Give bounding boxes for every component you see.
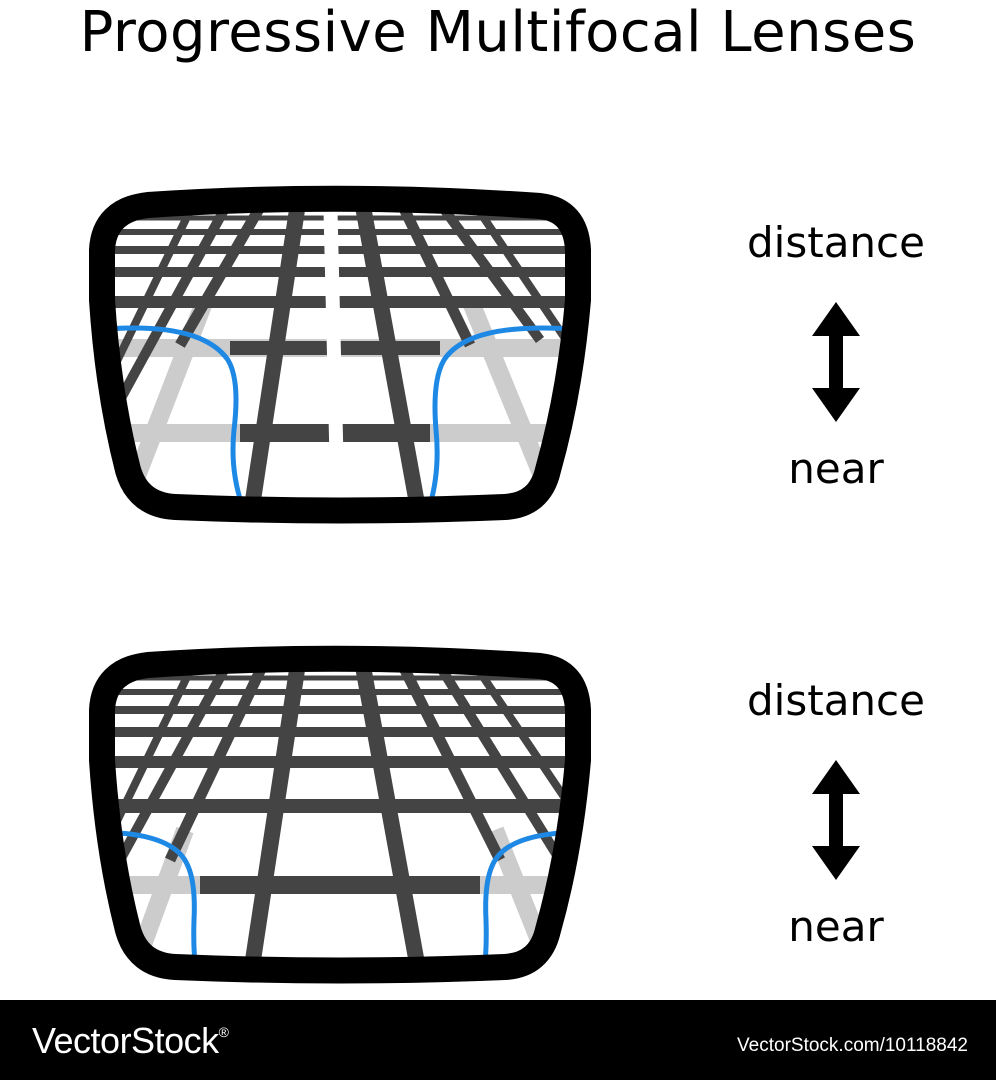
distance-label-top: distance — [747, 218, 925, 267]
near-label-top: near — [788, 444, 884, 493]
lens-top-grid — [102, 198, 578, 511]
distance-label-bottom: distance — [747, 676, 925, 725]
near-label-bottom: near — [788, 902, 884, 951]
lens-bottom — [89, 645, 591, 984]
page-title: Progressive Multifocal Lenses — [79, 0, 917, 65]
footer-brand: VectorStock® — [32, 1020, 229, 1062]
lens-bottom-frame — [89, 645, 591, 984]
lens-top-frame — [89, 185, 591, 524]
watermark-footer: VectorStock® VectorStock.com/10118842 — [0, 1000, 996, 1080]
lens-top — [89, 185, 591, 524]
lens-illustrations — [89, 185, 591, 984]
double-vertical-arrow-icon — [812, 302, 860, 422]
double-vertical-arrow-icon — [812, 760, 860, 880]
brand-mark: ® — [218, 1024, 229, 1040]
brand-name: VectorStock — [32, 1020, 219, 1061]
footer-ref: VectorStock.com/10118842 — [737, 1035, 968, 1056]
